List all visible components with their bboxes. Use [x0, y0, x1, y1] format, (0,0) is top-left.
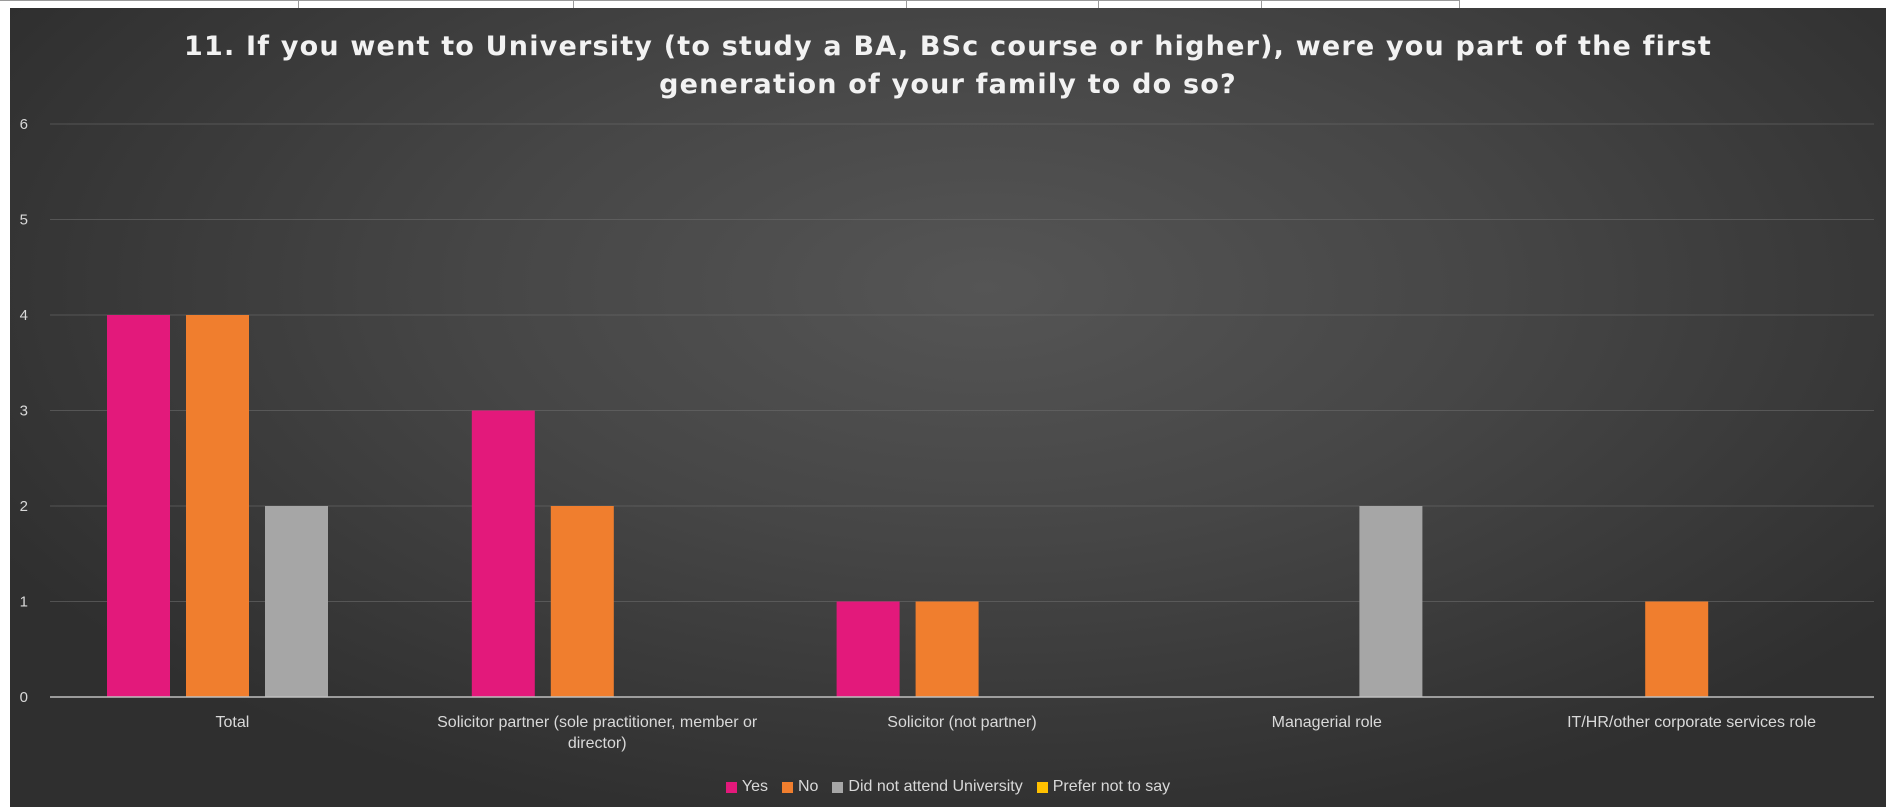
x-tick-label: Solicitor (not partner) — [887, 714, 1036, 731]
x-tick-label: Managerial role — [1272, 714, 1382, 731]
bar[interactable] — [471, 410, 535, 698]
bar[interactable] — [1359, 506, 1423, 697]
y-tick-label: 1 — [20, 594, 28, 611]
legend[interactable]: Yes No Did not attend University Prefer not… — [10, 778, 1886, 796]
x-tick-label: Solicitor partner (sole practitioner, me… — [437, 714, 758, 731]
chart-title-line-1: 11. If you went to University (to study … — [184, 31, 1712, 62]
legend-label: Yes — [741, 778, 768, 795]
legend-label: No — [797, 778, 819, 795]
y-tick-label: 3 — [20, 403, 28, 420]
bar[interactable] — [836, 601, 900, 698]
chart-title-line-2: generation of your family to do so? — [659, 69, 1237, 100]
legend-item[interactable]: No — [781, 778, 819, 796]
y-tick-label: 0 — [20, 689, 28, 706]
y-tick-label: 4 — [20, 307, 28, 324]
bar[interactable] — [186, 315, 249, 697]
chart-area[interactable]: 11. If you went to University (to study … — [10, 8, 1886, 807]
bar[interactable] — [265, 506, 328, 697]
bar[interactable] — [550, 506, 614, 697]
bar[interactable] — [915, 601, 979, 698]
bar[interactable] — [107, 315, 170, 697]
legend-label: Did not attend University — [848, 778, 1023, 795]
legend-swatch — [725, 781, 737, 793]
legend-item[interactable]: Yes — [725, 778, 768, 796]
legend-item[interactable]: Prefer not to say — [1036, 778, 1171, 796]
legend-swatch — [781, 781, 793, 793]
y-tick-label: 6 — [20, 116, 28, 133]
x-tick-label: director) — [568, 735, 627, 752]
spreadsheet-gridlines — [0, 0, 1460, 9]
plot-area: 0 1 2 3 4 5 6 Total Solicitor partner (sole prac… — [20, 116, 1874, 752]
chart-title: 11. If you went to University (to study … — [10, 28, 1886, 104]
bar[interactable] — [1645, 601, 1709, 698]
legend-item[interactable]: Did not attend University — [832, 778, 1023, 796]
y-tick-label: 2 — [20, 498, 28, 515]
legend-swatch — [832, 781, 844, 793]
x-tick-label: IT/HR/other corporate services role — [1567, 714, 1816, 731]
y-tick-label: 5 — [20, 212, 28, 229]
legend-swatch — [1036, 781, 1048, 793]
legend-label: Prefer not to say — [1052, 778, 1171, 795]
x-tick-label: Total — [216, 714, 250, 731]
